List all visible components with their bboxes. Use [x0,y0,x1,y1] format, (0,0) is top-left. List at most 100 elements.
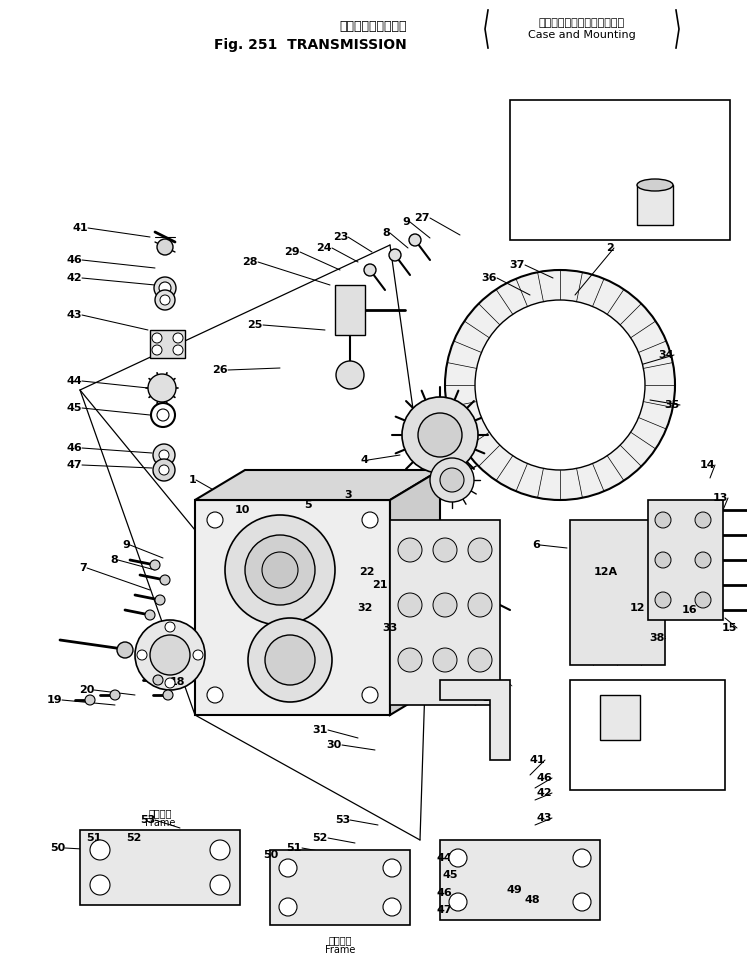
Circle shape [154,277,176,299]
Text: 2: 2 [607,243,614,253]
Circle shape [153,444,175,466]
Text: 43: 43 [536,813,552,823]
Text: 9: 9 [402,217,410,227]
Text: トランスミッション: トランスミッション [339,20,407,33]
Text: 6: 6 [532,540,540,550]
Text: Case and Mounting: Case and Mounting [528,30,636,40]
Text: 47: 47 [436,905,452,915]
Polygon shape [637,185,673,225]
Text: Frame: Frame [145,818,176,828]
Text: 37: 37 [509,260,525,270]
Text: 23: 23 [332,232,348,242]
Bar [510,100,730,240]
Circle shape [207,512,223,528]
Circle shape [409,234,421,246]
Circle shape [433,648,457,672]
Circle shape [153,471,157,475]
Circle shape [157,239,173,255]
Text: 12A: 12A [594,567,618,577]
Text: 46: 46 [436,888,452,898]
Text: 3: 3 [344,490,352,500]
Text: 47: 47 [66,460,82,470]
Circle shape [173,333,183,343]
Text: 26: 26 [212,365,228,375]
Circle shape [148,374,176,402]
Text: 34: 34 [659,350,674,360]
Circle shape [85,695,95,705]
Text: 28: 28 [243,257,258,267]
Circle shape [173,345,183,355]
Text: 29: 29 [285,247,300,257]
Text: 40: 40 [465,683,480,693]
Text: 51: 51 [87,833,102,843]
Circle shape [440,468,464,492]
Circle shape [655,592,671,608]
Text: 53: 53 [140,815,155,825]
Text: 49: 49 [506,885,522,895]
Text: 12: 12 [630,603,645,613]
Text: 7: 7 [79,563,87,573]
Circle shape [160,575,170,585]
Circle shape [398,593,422,617]
Text: 51: 51 [287,843,302,853]
Circle shape [279,898,297,916]
Bar [335,285,365,335]
Text: Coat With Liquid Gasket: Coat With Liquid Gasket [515,122,633,132]
Circle shape [156,471,160,475]
Circle shape [383,859,401,877]
Circle shape [364,264,376,276]
Circle shape [155,595,165,605]
Text: 21: 21 [373,580,388,590]
Circle shape [418,413,462,457]
Text: 14: 14 [699,460,715,470]
Circle shape [262,552,298,588]
Circle shape [279,859,297,877]
Circle shape [449,849,467,867]
Circle shape [248,618,332,702]
Circle shape [445,270,675,500]
Text: 30: 30 [326,740,342,750]
Text: 50: 50 [263,850,278,860]
Circle shape [430,458,474,502]
Circle shape [117,642,133,658]
Polygon shape [390,520,500,705]
Text: 46: 46 [536,773,552,783]
Text: フレーム: フレーム [328,935,352,945]
Circle shape [336,361,364,389]
Text: 42: 42 [66,273,82,283]
Circle shape [362,687,378,703]
Text: Frame: Frame [325,945,355,955]
Text: 10: 10 [235,505,250,515]
Circle shape [153,675,163,685]
Text: 8: 8 [382,228,390,238]
Text: 31: 31 [313,725,328,735]
Circle shape [433,538,457,562]
Text: Fig. 251  TRANSMISSION: Fig. 251 TRANSMISSION [214,38,406,52]
Text: 39: 39 [483,693,498,703]
Polygon shape [150,330,185,358]
Text: 41: 41 [530,755,545,765]
Circle shape [210,875,230,895]
Circle shape [265,635,315,685]
Text: 1: 1 [188,475,196,485]
Text: 38: 38 [650,633,665,643]
Circle shape [155,290,175,310]
Text: 25: 25 [247,320,263,330]
Text: 24: 24 [317,243,332,253]
Circle shape [135,620,205,690]
Circle shape [695,512,711,528]
Text: 適用号番: 適用号番 [575,758,598,768]
Polygon shape [195,500,390,715]
Polygon shape [648,500,723,620]
Text: 13: 13 [713,493,728,503]
Text: 46: 46 [66,255,82,265]
Text: 32: 32 [358,603,373,613]
Circle shape [398,538,422,562]
Text: 43: 43 [66,310,82,320]
Circle shape [398,648,422,672]
Circle shape [449,893,467,911]
Text: 9: 9 [122,540,130,550]
Polygon shape [440,840,600,920]
Circle shape [475,300,645,470]
Circle shape [695,592,711,608]
